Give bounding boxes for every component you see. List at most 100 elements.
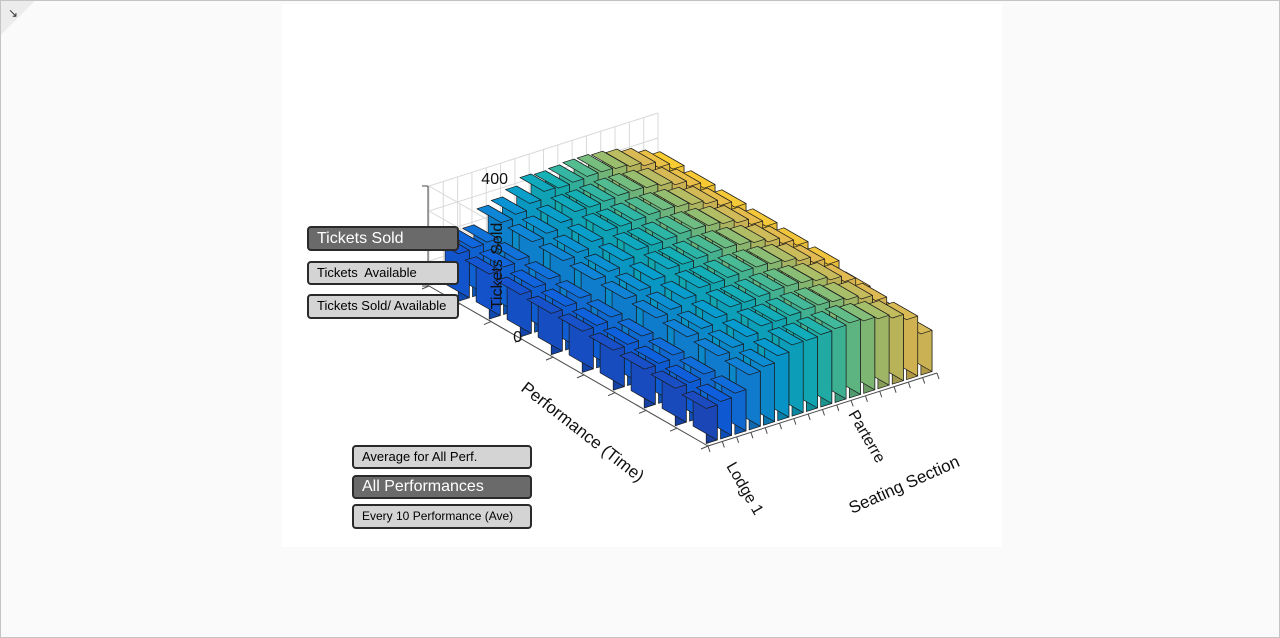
bar-face-top — [824, 305, 861, 324]
bar-face-top — [648, 337, 685, 356]
bar-face-top — [650, 370, 687, 389]
bar-face-top — [626, 227, 663, 246]
bar3d-chart[interactable]: 400 0 Tickets Sold Performance (Time) Lo… — [282, 4, 1002, 547]
bar-face-top — [653, 188, 690, 208]
bar-face-top — [660, 280, 697, 299]
bar-face-top — [700, 230, 737, 249]
bar-face-top — [643, 251, 680, 270]
bar-face-top — [579, 183, 616, 202]
bar-face-top — [717, 253, 754, 272]
bar-face-top — [586, 299, 623, 318]
bar-face-top — [490, 196, 527, 215]
bar-face-top — [638, 192, 675, 211]
section-tick-label-parterre: Parterre — [845, 408, 889, 467]
bar-face-top — [576, 154, 613, 173]
x-axis-tick — [700, 445, 709, 450]
average-all-perf-button[interactable]: Average for All Perf. — [352, 445, 532, 469]
bar-face-top — [681, 390, 718, 409]
bar-face-top — [655, 215, 692, 234]
tickets-available-button[interactable]: Tickets Available — [307, 261, 459, 285]
all-performances-button[interactable]: All Performances — [352, 475, 532, 499]
bar-face-top — [669, 211, 706, 230]
bar-face-top — [619, 351, 656, 370]
y-axis-tick — [721, 441, 725, 448]
bar-face-top — [695, 383, 732, 402]
resize-arrow-icon[interactable]: ↘ — [8, 6, 19, 20]
bar-face-top — [810, 310, 847, 330]
bar-face-top — [781, 322, 818, 341]
bar-face-top — [571, 307, 608, 326]
every-10-performance-button[interactable]: Every 10 Performance (Ave) — [352, 504, 532, 529]
bar-face-top — [610, 202, 647, 221]
bar-face-top — [676, 310, 713, 329]
bar-face-top — [664, 364, 701, 383]
x-axis-tick — [638, 409, 647, 414]
bar-face-top — [588, 332, 625, 351]
bar-face-top — [679, 356, 716, 375]
bar — [588, 332, 625, 391]
y-axis-tick — [893, 386, 897, 393]
chart-bars — [433, 147, 933, 444]
bar-face-top — [567, 223, 604, 242]
x-axis-label: Performance (Time) — [518, 378, 648, 486]
bar-face-top — [707, 329, 744, 348]
bar-face-top — [524, 261, 561, 280]
y-axis-tick — [807, 413, 811, 421]
bar — [619, 351, 656, 409]
bar-face-top — [495, 276, 532, 295]
bar-face-top — [602, 326, 639, 345]
bar-face-top — [493, 242, 530, 261]
bar — [681, 390, 718, 444]
bar-face-top — [607, 173, 644, 192]
y-axis-tick — [850, 400, 854, 407]
bar-face-top — [734, 278, 771, 297]
bar-face-top — [796, 316, 833, 335]
bar-face-top — [507, 223, 544, 243]
bar-face-top — [767, 327, 804, 346]
bar-face-top — [633, 345, 670, 364]
bar-face-top — [538, 242, 575, 262]
bar-face-top — [509, 269, 546, 288]
bar-face-top — [762, 268, 799, 287]
bar-face-top — [674, 270, 711, 289]
bar-face-top — [622, 169, 659, 189]
y-axis-tick — [750, 432, 754, 439]
tickets-sold-button[interactable]: Tickets Sold — [307, 226, 459, 251]
x-axis-tick — [607, 392, 616, 397]
bar-face-top — [738, 348, 775, 367]
bar-face-top — [521, 215, 558, 234]
y-axis-tick — [707, 445, 711, 453]
tickets-sold-available-button[interactable]: Tickets Sold/ Available — [307, 294, 459, 319]
bar-face-top — [533, 170, 570, 189]
y-axis-tick — [836, 404, 840, 412]
bar-face-top — [748, 272, 785, 292]
y-axis-tick — [793, 418, 797, 425]
x-axis-tick — [669, 427, 678, 432]
bar-face-top — [464, 256, 501, 275]
y-axis-tick — [779, 423, 783, 430]
bar-face-top — [746, 245, 783, 265]
y-axis-tick — [822, 409, 825, 416]
bar-face-top — [691, 299, 728, 319]
bar-face-top — [765, 297, 802, 316]
bar-face-top — [715, 226, 752, 246]
z-tick-label-min: 0 — [513, 329, 522, 346]
x-axis-line — [428, 285, 709, 447]
bar-face-top — [557, 313, 594, 332]
bar-face-top — [564, 189, 601, 208]
y-axis-tick — [907, 381, 911, 389]
bar — [495, 276, 532, 338]
bar-face-top — [552, 234, 589, 253]
y-axis-tick — [879, 391, 883, 398]
bar-face-top — [641, 221, 678, 240]
bar-face-top — [750, 303, 787, 322]
bar — [526, 295, 563, 356]
bar-face-top — [731, 249, 768, 268]
window-corner[interactable]: ↘ — [1, 1, 35, 35]
x-axis-tick — [483, 321, 492, 326]
bar-face-top — [645, 291, 682, 310]
bar-face-top — [614, 272, 651, 291]
bar-face-top — [710, 375, 747, 394]
bar-face-top — [705, 289, 742, 308]
